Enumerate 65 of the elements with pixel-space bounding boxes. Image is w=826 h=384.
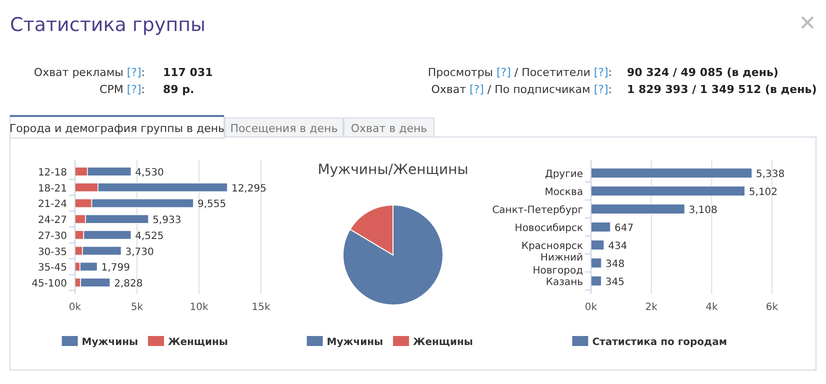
legend-label: Статистика по городам [592, 337, 728, 348]
text: Охват в день [350, 122, 428, 135]
legend-label: Мужчины [326, 337, 384, 348]
data-label: 434 [608, 240, 628, 252]
data-label: 647 [614, 223, 634, 234]
x-tick-label: 0k [584, 302, 598, 313]
x-tick-label: 10k [190, 302, 208, 313]
y-tick-label: 24-27 [38, 215, 67, 226]
text: Города и демография группы в день [9, 122, 225, 135]
y-tick-label: Другие [545, 169, 583, 180]
data-label: 3,108 [688, 205, 718, 216]
text: CPM [?]: [100, 83, 145, 96]
data-label: 5,338 [756, 169, 785, 180]
total-label: 3,730 [125, 246, 154, 258]
total-label: 4,530 [135, 167, 164, 178]
total-label: 9,555 [197, 199, 226, 210]
total-label: 12,295 [231, 183, 266, 194]
x-tick-label: 0k [68, 302, 82, 313]
y-tick-label: 12-18 [38, 167, 67, 178]
total-label: 1,799 [101, 262, 130, 274]
legend-label: Мужчины [82, 337, 138, 348]
bar [590, 276, 602, 286]
chart-title: Мужчины/Женщины [318, 162, 468, 178]
text: Статистика группы [10, 14, 206, 36]
text: 90 324 / 49 085 (в день) [627, 66, 778, 79]
text: 117 031 [163, 66, 213, 79]
y-tick-label: 35-45 [38, 262, 67, 274]
legend-label: Женщины [168, 337, 228, 348]
y-tick-label: Нижний Новгород [532, 252, 584, 276]
y-tick-label: 45-100 [32, 278, 67, 290]
text: Посещения в день [230, 122, 338, 135]
total-label: 4,525 [135, 230, 164, 242]
pie-slice [342, 204, 444, 306]
bar [590, 204, 686, 214]
x-tick-label: 15k [252, 302, 270, 313]
y-tick-label: 27-30 [38, 230, 67, 242]
bar [80, 262, 98, 272]
bar [590, 168, 752, 178]
y-tick-label: 30-35 [38, 246, 67, 258]
x-tick-label: 6k [766, 302, 778, 313]
text: 1 829 393 / 1 349 512 (в день) [627, 83, 817, 96]
data-label: 345 [605, 276, 624, 288]
bar [590, 258, 602, 268]
x-tick-label: 4k [706, 302, 718, 313]
legend-label: Женщины [413, 337, 473, 348]
bar [590, 222, 611, 232]
y-tick-label: 18-21 [38, 183, 67, 194]
text: Просмотры [?] / Посетители [?]: [428, 66, 612, 79]
text: Охват [?] / По подписчикам [?]: [431, 83, 612, 96]
bar [590, 240, 604, 250]
bar [590, 186, 746, 196]
y-tick-label: 21-24 [38, 199, 67, 210]
total-label: 2,828 [114, 278, 143, 290]
y-tick-label: Санкт-Петербург [492, 205, 583, 216]
data-label: 348 [606, 258, 625, 270]
text: 89 р. [163, 83, 194, 96]
y-tick-label: Красноярск [521, 240, 583, 252]
x-tick-label: 5k [130, 302, 144, 313]
data-label: 5,102 [748, 187, 778, 198]
total-label: 5,933 [152, 215, 182, 226]
y-tick-label: Казань [546, 276, 584, 288]
text: Охват рекламы [?]: [34, 66, 145, 79]
x-tick-label: 2k [645, 302, 658, 313]
y-tick-label: Новосибирск [514, 223, 583, 234]
y-tick-label: Москва [544, 187, 583, 198]
